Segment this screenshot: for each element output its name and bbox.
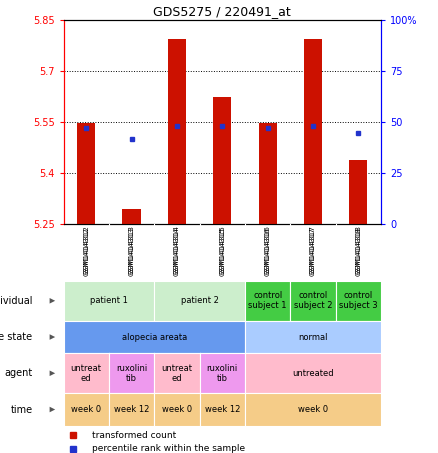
Text: GSM1414312: GSM1414312 — [83, 227, 89, 276]
Text: agent: agent — [4, 368, 32, 378]
Text: GSM1414313: GSM1414313 — [129, 227, 134, 276]
Text: untreat
ed: untreat ed — [162, 364, 192, 383]
Text: GSM1414316: GSM1414316 — [265, 227, 271, 276]
Text: GSM1414317: GSM1414317 — [310, 227, 316, 276]
Text: control
subject 2: control subject 2 — [294, 291, 332, 310]
Text: GSM1414318: GSM1414318 — [355, 227, 361, 276]
Text: week 12: week 12 — [205, 405, 240, 414]
Text: transformed count: transformed count — [92, 431, 177, 440]
Text: week 12: week 12 — [114, 405, 149, 414]
Bar — [258, 123, 277, 224]
Text: GSM1414315: GSM1414315 — [219, 227, 225, 276]
Text: GSM1414314: GSM1414314 — [174, 227, 180, 276]
Text: patient 1: patient 1 — [90, 296, 128, 305]
Bar — [123, 209, 141, 224]
Text: normal: normal — [298, 333, 328, 342]
Text: disease state: disease state — [0, 332, 32, 342]
Text: patient 2: patient 2 — [180, 296, 219, 305]
Bar — [77, 123, 95, 224]
Text: alopecia areata: alopecia areata — [122, 333, 187, 342]
Text: ruxolini
tib: ruxolini tib — [207, 364, 238, 383]
Text: control
subject 1: control subject 1 — [248, 291, 287, 310]
Text: time: time — [11, 405, 32, 414]
Bar — [304, 39, 322, 224]
Text: week 0: week 0 — [71, 405, 101, 414]
Text: ruxolini
tib: ruxolini tib — [116, 364, 147, 383]
Text: week 0: week 0 — [298, 405, 328, 414]
Text: control
subject 3: control subject 3 — [339, 291, 378, 310]
Text: individual: individual — [0, 296, 32, 306]
Bar — [213, 97, 231, 224]
Text: untreat
ed: untreat ed — [71, 364, 102, 383]
Text: untreated: untreated — [292, 369, 334, 378]
Bar — [168, 39, 186, 224]
Text: week 0: week 0 — [162, 405, 192, 414]
Text: percentile rank within the sample: percentile rank within the sample — [92, 444, 245, 453]
Bar — [350, 160, 367, 224]
Title: GDS5275 / 220491_at: GDS5275 / 220491_at — [153, 5, 291, 18]
